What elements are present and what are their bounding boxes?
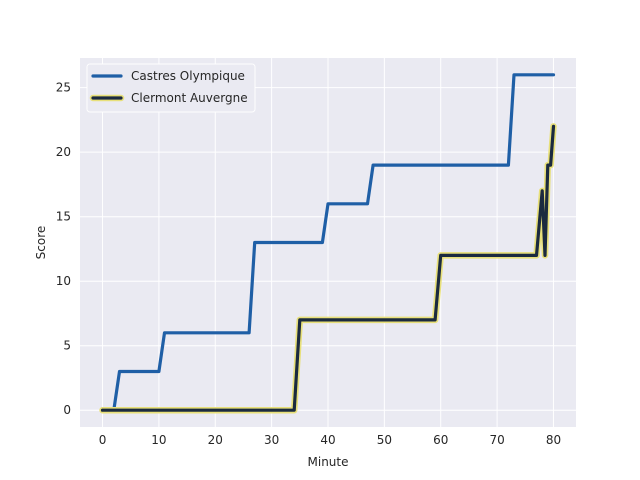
y-tick-labels: 0 5 10 15 20 25 [56, 81, 71, 418]
x-tick-label: 30 [264, 433, 279, 447]
y-axis-label: Score [34, 226, 48, 260]
y-tick-label: 0 [63, 403, 71, 417]
series-line-1 [100, 73, 556, 412]
x-axis-label: Minute [308, 455, 349, 469]
series-line-2 [100, 124, 556, 412]
legend: Castres Olympique Clermont Auvergne [86, 63, 256, 113]
x-tick-label: 10 [151, 433, 166, 447]
y-tick-label: 20 [56, 145, 71, 159]
y-tick-label: 10 [56, 274, 71, 288]
y-tick-label: 5 [63, 339, 71, 353]
grid-lines [80, 58, 576, 427]
x-tick-label: 70 [489, 433, 504, 447]
x-tick-label: 80 [546, 433, 561, 447]
legend-label: Castres Olympique [131, 69, 245, 83]
x-tick-label: 50 [377, 433, 392, 447]
y-tick-label: 15 [56, 210, 71, 224]
x-tick-label: 0 [99, 433, 107, 447]
y-tick-label: 25 [56, 81, 71, 95]
legend-label: Clermont Auvergne [131, 91, 248, 105]
x-tick-label: 60 [433, 433, 448, 447]
legend-box [86, 63, 256, 113]
x-tick-labels: 0 10 20 30 40 50 60 70 80 [99, 433, 561, 447]
x-tick-label: 40 [320, 433, 335, 447]
series-lines [99, 73, 557, 414]
x-tick-label: 20 [208, 433, 223, 447]
